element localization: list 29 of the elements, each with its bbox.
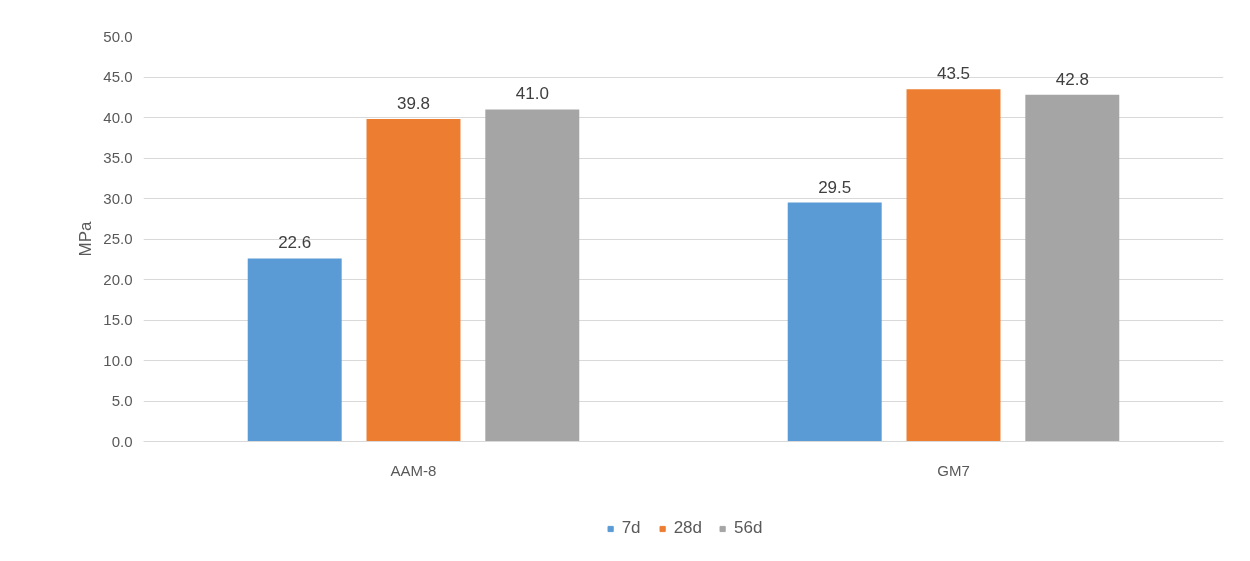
bar [247, 258, 342, 442]
y-tick-label: 20.0 [103, 270, 133, 288]
y-tick-label: 10.0 [103, 351, 133, 369]
bar [485, 109, 580, 442]
y-tick-label: 15.0 [103, 311, 133, 328]
x-tick-label: GM7 [937, 461, 970, 479]
y-tick-label: 25.0 [103, 230, 133, 247]
data-label: 39.8 [396, 94, 431, 114]
y-tick-label: 35.0 [103, 149, 133, 166]
y-tick-label: 5.0 [111, 392, 133, 409]
legend-label: 28d [673, 518, 702, 538]
y-tick-label: 40.0 [103, 108, 133, 126]
bar [366, 119, 461, 442]
data-label: 43.5 [936, 64, 971, 84]
legend-label: 56d [734, 518, 763, 538]
y-tick-label: 45.0 [103, 68, 133, 85]
data-label: 29.5 [818, 177, 852, 197]
bar [787, 202, 882, 442]
bar [1025, 94, 1120, 442]
data-label: 22.6 [278, 233, 312, 253]
y-axis-title: MPa [76, 220, 96, 257]
y-tick-label: 0.0 [111, 432, 133, 450]
data-label: 41.0 [515, 84, 549, 104]
y-tick-label: 30.0 [103, 189, 133, 207]
y-tick-label: 50.0 [103, 27, 133, 45]
x-tick-label: AAM-8 [390, 461, 437, 479]
legend-label: 7d [621, 518, 642, 538]
data-label: 42.8 [1055, 69, 1089, 89]
bar [906, 89, 1001, 442]
